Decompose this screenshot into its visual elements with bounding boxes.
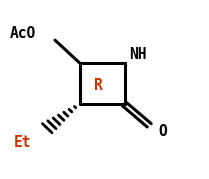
Text: AcO: AcO [10, 26, 36, 41]
Text: Et: Et [14, 135, 31, 150]
Text: NH: NH [129, 47, 147, 62]
Text: R: R [94, 78, 103, 93]
Text: O: O [158, 124, 167, 139]
